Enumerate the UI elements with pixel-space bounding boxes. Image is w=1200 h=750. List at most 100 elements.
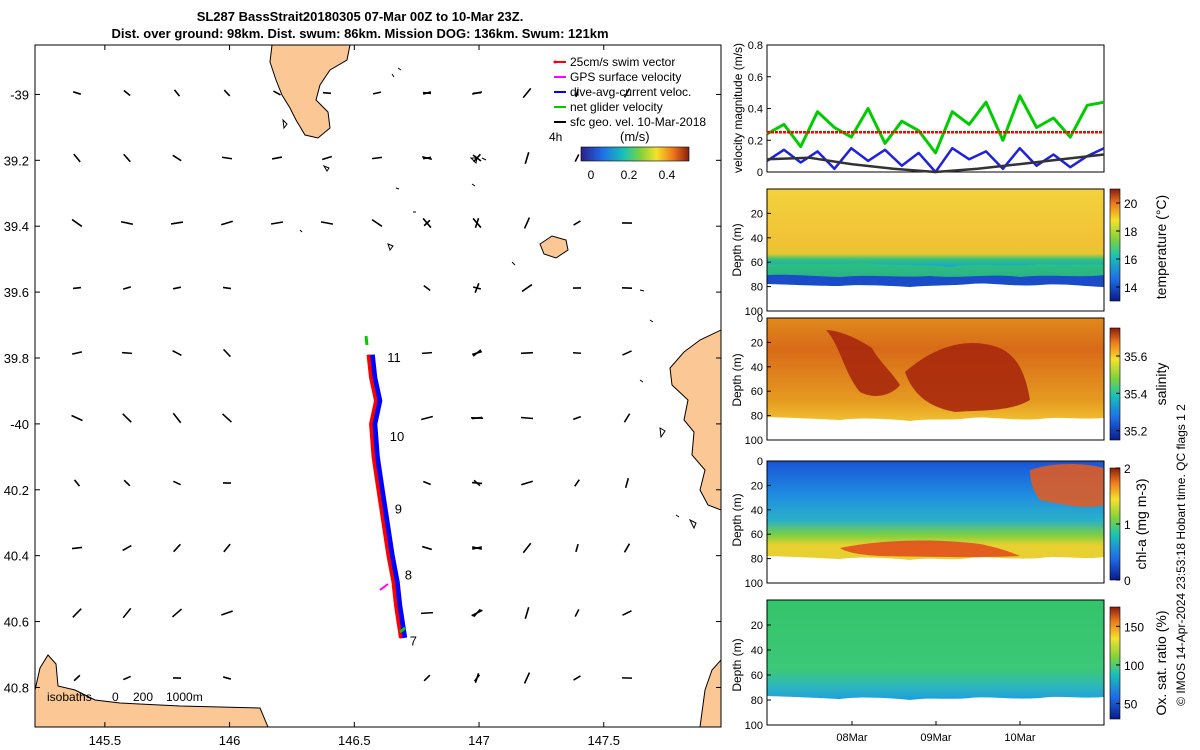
geo-arrow: [73, 674, 81, 682]
geo-arrow: [221, 610, 233, 616]
salinity-panel: 0 20 40 60 80 100 35.6 35.4 35.2 salinity Depth…: [730, 313, 1169, 447]
geo-arrow: [371, 218, 383, 228]
map-x-tick-label: 146.5: [338, 733, 371, 748]
isobath-level-1000: 1000m: [166, 690, 203, 704]
geo-arrow: [73, 153, 81, 163]
geo-arrow: [471, 91, 483, 95]
figure-title-line1: SL287 BassStrait20180305 07-Mar 00Z to 1…: [196, 9, 524, 24]
track-gps-velocity: [379, 583, 389, 591]
geo-arrow: [520, 416, 534, 420]
geo-arrow: [71, 218, 83, 228]
depth-tick-label: 40: [751, 645, 763, 657]
oxygen-colorbar-label: Ox. sat. ratio (%): [1153, 610, 1169, 715]
track-end-marker: [399, 626, 406, 634]
land-flinders-island: [669, 329, 721, 511]
depth-tick-label: 20: [751, 620, 763, 632]
geo-arrow: [572, 415, 582, 421]
colorbar-tick-label: 50: [1124, 698, 1138, 712]
geo-arrow: [122, 286, 132, 290]
temperature-thermocline: [767, 263, 1104, 277]
chla-colorbar-label: chl-a (mg m-3): [1133, 478, 1149, 569]
geo-arrow: [524, 152, 530, 164]
chla-section: [767, 461, 1104, 560]
geo-arrow: [574, 609, 580, 617]
geo-arrow: [623, 413, 631, 423]
colorbar-tick-label: 14: [1124, 281, 1138, 295]
geo-arrow: [523, 217, 531, 229]
geo-arrow: [121, 351, 133, 355]
geo-arrow: [372, 91, 382, 95]
colorbar-tick-0-2: 0.2: [621, 168, 638, 182]
temperature-ylabel: Depth (m): [730, 223, 744, 276]
velocity-line-0: [766, 94, 1105, 155]
map-y-tick-label: -40: [10, 417, 29, 432]
geo-arrow: [422, 156, 432, 160]
geo-arrow: [170, 221, 184, 225]
track-dive-avg-current: [367, 354, 408, 639]
temperature-panel: 20 40 60 80 100 20 18 16 14 temperature (°C) De…: [730, 188, 1169, 318]
small-islands: [282, 67, 697, 530]
geo-arrow: [223, 89, 231, 97]
map-y-axis: -39 39.2 39.4 39.6 39.8 -40 40.2 40.4 40.6 40.8: [4, 87, 721, 695]
geo-arrow: [321, 155, 333, 161]
track-map-panel: 7 8 9 10 11 25cm/s swim vector GPS surface v…: [4, 44, 722, 748]
depth-tick-label: 20: [751, 337, 763, 349]
map-legend: 25cm/s swim vector GPS surface velocity …: [549, 55, 706, 182]
geo-arrow: [71, 414, 83, 422]
geo-arrow: [622, 610, 632, 616]
day-label: 7: [410, 633, 417, 648]
depth-tick-label: 60: [751, 386, 763, 398]
map-x-tick-label: 147.5: [587, 733, 620, 748]
geo-arrow: [524, 607, 530, 619]
salinity-colorbar-label: salinity: [1153, 363, 1169, 406]
geo-arrow: [421, 351, 433, 355]
velocity-y-tick-label: 0.6: [748, 72, 763, 84]
isobath-legend: isobaths 0 200 1000m: [47, 690, 203, 704]
chla-y-axis: 0 20 40 60 80 100: [745, 456, 771, 590]
depth-tick-label: 20: [751, 208, 763, 220]
land-sw-corner: [35, 654, 269, 727]
map-area: 7 8 9 10 11 25cm/s swim vector GPS surface v…: [35, 45, 721, 727]
oxygen-colorbar: [1109, 606, 1121, 720]
temperature-section: [767, 189, 1104, 287]
legend-label-swim: 25cm/s swim vector: [570, 55, 675, 69]
chla-frame: [766, 460, 1105, 584]
geo-arrow: [123, 479, 131, 487]
geo-arrow: [222, 348, 232, 358]
geo-arrow: [173, 480, 181, 486]
depth-tick-label: 80: [751, 282, 763, 294]
map-y-tick-label: 39.6: [4, 285, 29, 300]
land-tasmania-north: [269, 45, 351, 139]
day-label: 9: [395, 502, 402, 517]
geo-arrow: [221, 220, 233, 226]
map-y-tick-label: 39.4: [4, 219, 29, 234]
geo-arrow: [623, 88, 631, 98]
day-label: 8: [405, 567, 412, 582]
geo-arrow: [472, 349, 482, 357]
legend-label-dive-avg: dive-avg-current veloc.: [570, 85, 691, 99]
colorbar-tick-label: 18: [1124, 225, 1138, 239]
isobath-level-0: 0: [112, 690, 119, 704]
oxygen-section: [767, 600, 1104, 700]
geo-arrow: [573, 220, 581, 226]
geo-arrow: [222, 413, 232, 423]
velocity-y-axis: 0 0.2 0.4 0.6 0.8: [748, 40, 771, 179]
salinity-ylabel: Depth (m): [730, 353, 744, 406]
map-frame: [34, 44, 722, 728]
salinity-core-2: [905, 343, 1030, 412]
geo-arrow: [573, 675, 581, 681]
geo-arrow: [222, 286, 232, 290]
map-x-tick-label: 146: [219, 733, 241, 748]
geo-arrow: [624, 477, 630, 489]
map-y-tick-label: 40.6: [4, 615, 29, 630]
colorbar-tick-label: 2: [1124, 462, 1131, 476]
geo-arrow: [172, 154, 182, 162]
geo-arrow: [221, 156, 233, 160]
map-y-tick-label: -39: [10, 87, 29, 102]
depth-tick-label: 60: [751, 529, 763, 541]
geo-arrow: [622, 350, 632, 356]
geo-arrow: [173, 89, 181, 97]
geo-arrow: [171, 608, 183, 618]
colorbar-tick-label: 1: [1124, 518, 1131, 532]
velocity-y-tick-label: 0.2: [748, 135, 763, 147]
